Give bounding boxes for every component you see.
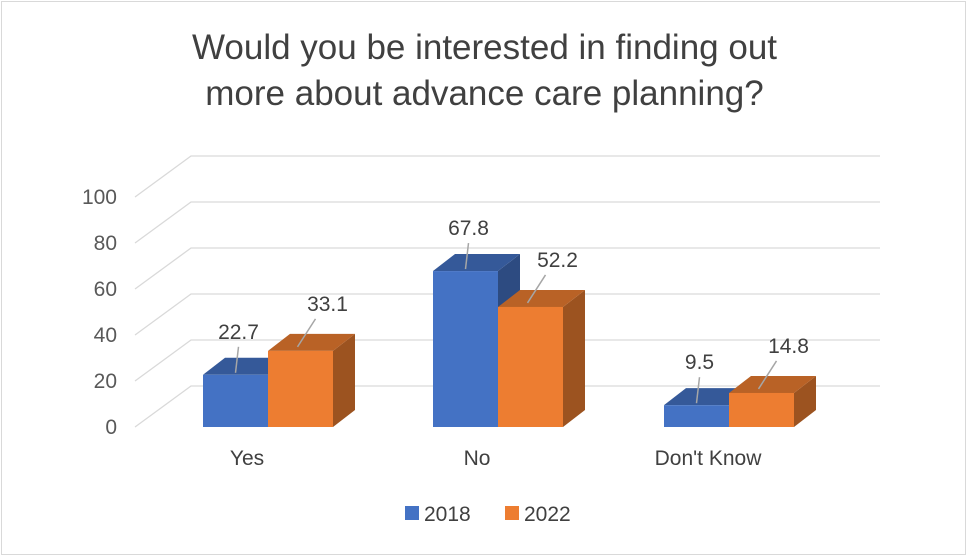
y-tick-label: 100 [82,186,117,209]
data-label: 33.1 [307,293,348,316]
chart-title-line-1: Would you be interested in finding out [191,28,778,67]
data-label-leader [757,360,778,390]
bar-top [729,375,816,393]
y-tick-label: 40 [94,324,117,347]
bar [268,350,333,427]
gridline [134,293,880,336]
bar [203,374,268,427]
data-label-leader [234,346,240,373]
y-tick-label: 20 [94,370,117,393]
gridline [134,247,880,290]
data-label-leader [296,318,317,348]
data-label: 22.7 [218,321,259,344]
legend-label: 2022 [524,503,571,526]
chart-title-line-2: more about advance care planning? [205,74,764,113]
data-label: 9.5 [685,351,714,374]
bar [433,271,498,427]
bar [664,405,729,427]
x-tick-label: No [464,447,491,470]
gridline [134,155,880,198]
data-label: 52.2 [537,249,578,272]
y-tick-label: 80 [94,232,117,255]
bar [498,306,563,427]
gridline [134,339,880,382]
gridline [134,201,880,244]
x-tick-label: Don't Know [655,447,763,470]
data-label: 14.8 [768,335,809,358]
data-label-leader [695,377,701,404]
data-label-leader [526,274,547,304]
x-tick-label: Yes [230,447,264,470]
legend-swatch [505,506,519,520]
legend-swatch [405,506,419,520]
bar [729,392,794,427]
gridline [134,385,880,428]
bar-top [433,254,520,272]
bar-side [794,375,816,427]
bar-side [333,333,355,427]
bar-side [563,289,585,427]
bar-top [268,333,355,351]
y-tick-label: 60 [94,278,117,301]
data-label: 67.8 [448,217,489,240]
bar-top [498,289,585,307]
y-tick-label: 0 [105,416,117,439]
legend-label: 2018 [424,503,471,526]
data-label-leader [464,242,470,270]
